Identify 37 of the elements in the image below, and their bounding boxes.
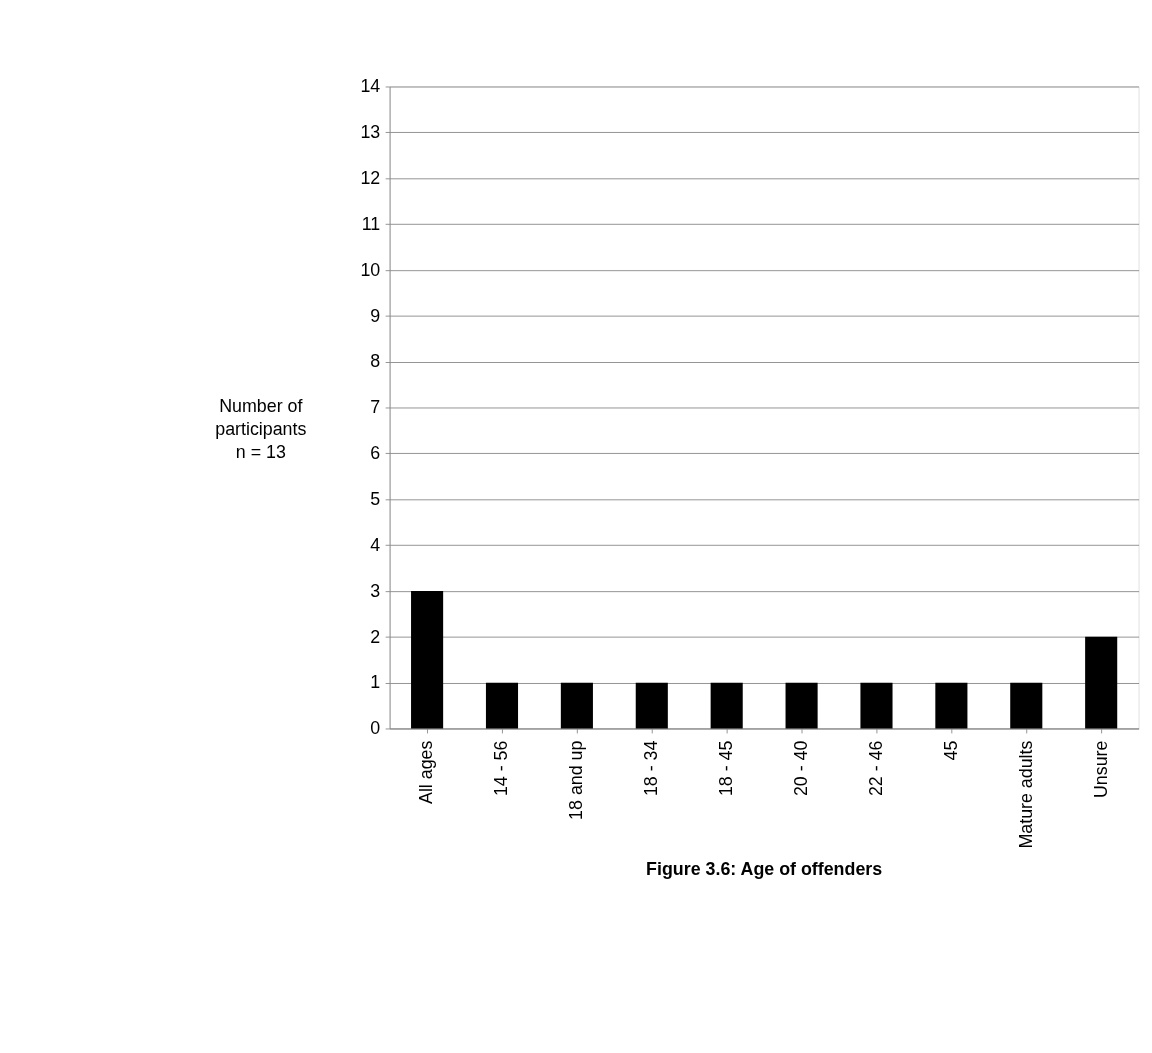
y-tick-label: 8 <box>370 351 381 372</box>
x-tick-label: 45 <box>940 740 961 761</box>
bar <box>485 682 519 729</box>
y-tick-label: 14 <box>360 76 381 97</box>
bar <box>560 682 593 729</box>
y-tick-label: 3 <box>370 580 381 601</box>
bar <box>1085 636 1118 729</box>
y-tick-label: 10 <box>360 259 381 280</box>
y-tick-label: 5 <box>370 489 381 510</box>
text: Figure 3.6: Age of offenders <box>646 858 883 879</box>
x-tick-label: 18 and up <box>566 740 587 820</box>
x-tick-label: Unsure <box>1090 740 1111 799</box>
y-tick-label: 9 <box>370 305 381 326</box>
bar <box>935 682 968 729</box>
y-tick-label: 1 <box>370 672 381 693</box>
y-axis-title: Number of participants n = 13 <box>215 395 307 462</box>
bar <box>785 682 818 729</box>
y-tick-label: 7 <box>370 397 381 418</box>
bar <box>860 682 893 729</box>
y-tick-label: 6 <box>370 443 381 464</box>
bar <box>710 682 743 729</box>
bar <box>1010 682 1043 729</box>
x-tick-label: 14 - 56 <box>491 740 512 797</box>
x-tick-label: 18 - 45 <box>716 740 737 797</box>
bar <box>635 682 668 729</box>
y-tick-label: 12 <box>360 168 381 189</box>
x-tick-label: 18 - 34 <box>641 740 662 797</box>
y-tick-label: 2 <box>370 626 381 647</box>
y-tick-label: 11 <box>361 213 381 234</box>
x-tick-label: 20 - 40 <box>790 740 811 797</box>
y-tick-label: 0 <box>370 718 381 739</box>
bar <box>411 590 444 729</box>
y-tick-label: 13 <box>360 122 381 143</box>
y-tick-label: 4 <box>370 534 381 555</box>
x-tick-label: 22 - 46 <box>865 740 886 797</box>
x-tick-label: Mature adults <box>1015 740 1036 849</box>
x-tick-label: All ages <box>416 740 437 804</box>
